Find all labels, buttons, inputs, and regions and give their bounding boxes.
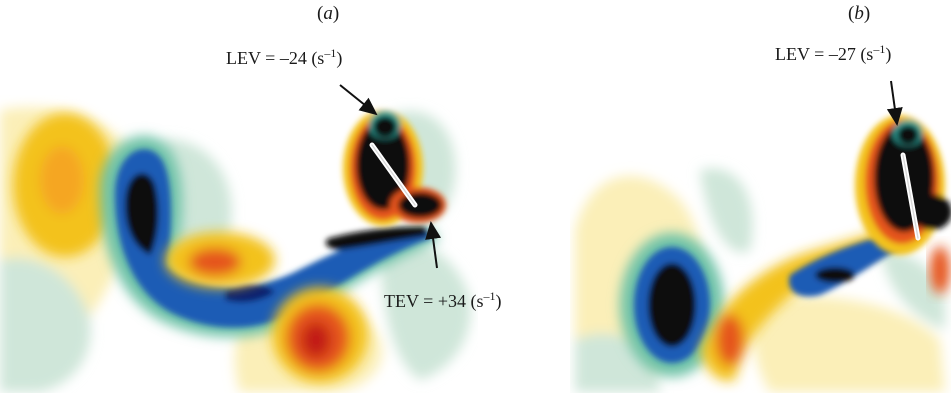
tev-arrow-a: [425, 221, 442, 269]
panel-label-a: (a): [317, 3, 340, 24]
lev-annotation-a: LEV = –24 (s–1): [226, 46, 343, 68]
tev-annotation-a: TEV = +34 (s–1): [384, 289, 502, 311]
lev-arrow-b: [886, 80, 903, 126]
panel-b-vorticity-field: [575, 115, 951, 392]
panel-a-vorticity-field: [0, 107, 471, 392]
panel-label-b: (b): [848, 3, 871, 24]
lev-arrow-a: [339, 84, 378, 116]
lev-annotation-b: LEV = –27 (s–1): [775, 42, 892, 64]
